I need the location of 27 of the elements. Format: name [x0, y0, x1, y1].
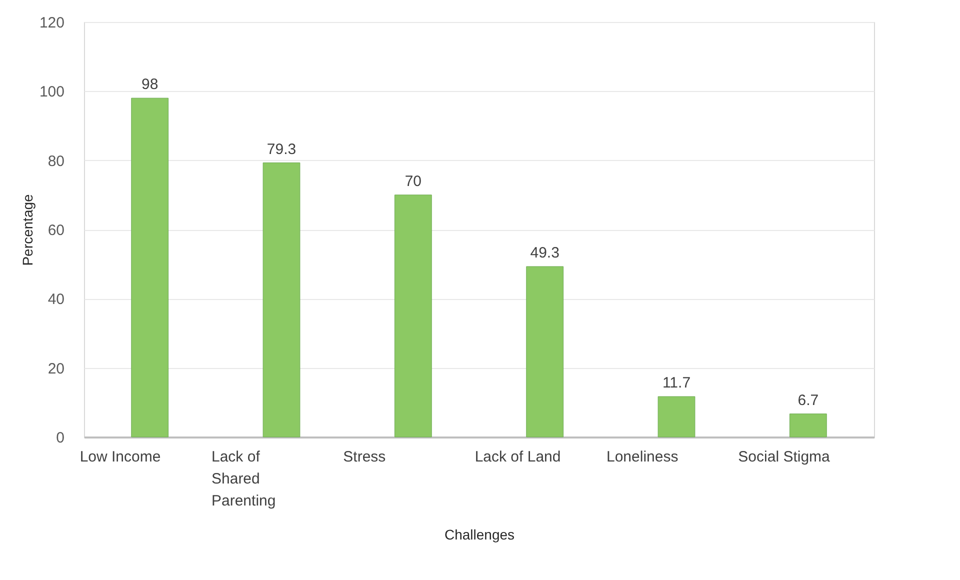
- bar: [131, 98, 169, 438]
- y-tick-label: 20: [48, 360, 64, 378]
- x-axis-title: Challenges: [444, 526, 515, 542]
- bar: [526, 266, 564, 438]
- data-label: 98: [141, 76, 158, 94]
- data-label: 49.3: [530, 244, 560, 262]
- x-tick-label: Lack of Land: [474, 448, 561, 466]
- y-tick-label: 120: [39, 14, 64, 32]
- data-label: 70: [404, 172, 422, 190]
- data-label: 6.7: [798, 392, 819, 409]
- x-tick-label: Low Income: [80, 448, 161, 466]
- x-tick-label: Social Stigma: [738, 448, 831, 466]
- x-tick-label: Stress: [343, 448, 386, 466]
- bar: [789, 414, 827, 438]
- bar: [658, 396, 696, 438]
- bar: [262, 162, 300, 438]
- data-label: 11.7: [662, 374, 691, 392]
- y-tick-label: 80: [48, 152, 64, 170]
- bar: [394, 194, 432, 438]
- data-label: 79.3: [266, 140, 296, 158]
- x-tick-label: Lack of Shared Parenting: [212, 448, 276, 510]
- y-axis-title: Percentage: [19, 194, 36, 266]
- y-tick-label: 100: [39, 84, 64, 101]
- x-tick-label: Loneliness: [606, 448, 678, 466]
- y-tick-label: 60: [48, 222, 64, 239]
- y-tick-label: 40: [48, 291, 64, 308]
- y-tick-label: 0: [56, 430, 64, 446]
